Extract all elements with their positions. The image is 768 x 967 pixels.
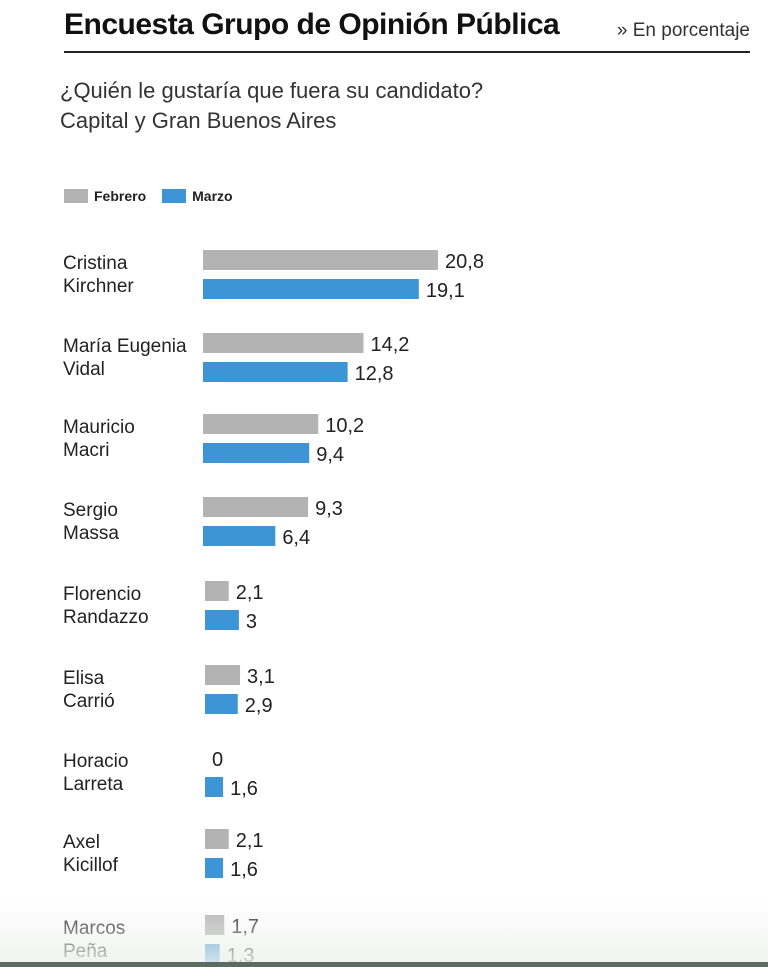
category-label-line: Mauricio [63, 417, 135, 438]
category-label-line: Marcos [63, 918, 125, 939]
value-label-marzo: 2,9 [245, 695, 273, 717]
category-label-line: Florencio [63, 584, 141, 605]
value-label-febrero: 1,7 [231, 916, 259, 938]
bar-febrero [205, 665, 241, 685]
value-label-febrero: 3,1 [247, 666, 275, 688]
value-label-febrero: 9,3 [315, 498, 343, 520]
chart-subtitle: ¿Quién le gustaría que fuera su candidat… [60, 76, 483, 136]
value-label-febrero: 14,2 [370, 334, 409, 356]
category-label-line: Horacio [63, 751, 128, 772]
value-label-marzo: 19,1 [426, 280, 465, 302]
legend-item-febrero: Febrero [64, 188, 146, 204]
subtitle-question: ¿Quién le gustaría que fuera su candidat… [60, 78, 484, 103]
bar-febrero [203, 250, 439, 270]
legend-label-febrero: Febrero [94, 188, 147, 204]
value-label-marzo: 3 [246, 611, 257, 633]
bar-febrero [205, 829, 229, 849]
bar-marzo [205, 610, 239, 630]
category-label-line: Macri [63, 440, 109, 461]
category-label-line: Sergio [63, 500, 118, 521]
value-label-febrero: 20,8 [445, 251, 484, 273]
bar-febrero [205, 915, 225, 935]
bar-marzo [205, 858, 224, 878]
legend: Febrero Marzo [64, 187, 249, 205]
legend-label-marzo: Marzo [192, 188, 233, 204]
value-label-febrero: 0 [212, 749, 223, 771]
bar-marzo [203, 279, 419, 299]
chart-title: Encuesta Grupo de Opinión Pública [64, 8, 560, 41]
unit-note: » En porcentaje [616, 20, 750, 41]
category-label-line: Randazzo [63, 607, 149, 628]
legend-swatch-febrero [64, 189, 88, 203]
bar-febrero [203, 497, 309, 517]
legend-item-marzo: Marzo [162, 188, 233, 204]
category-label-line: Peña [63, 941, 108, 962]
bar-marzo [205, 694, 238, 714]
value-label-marzo: 1,6 [230, 778, 258, 800]
value-label-febrero: 2,1 [236, 830, 264, 852]
value-label-febrero: 10,2 [325, 415, 364, 437]
category-label-line: Cristina [63, 253, 128, 274]
legend-swatch-marzo [162, 189, 187, 203]
category-label-line: Kicillof [63, 855, 119, 876]
value-label-febrero: 2,1 [236, 582, 264, 604]
bar-marzo [205, 944, 220, 964]
bar-febrero [205, 581, 229, 601]
value-label-marzo: 1,6 [230, 859, 258, 881]
bar-marzo [203, 362, 348, 382]
category-label-line: María Eugenia [63, 336, 187, 357]
category-label-line: Elisa [63, 668, 105, 689]
bar-marzo [203, 443, 310, 463]
bar-marzo [205, 777, 224, 797]
bar-febrero [203, 333, 364, 353]
category-label-line: Kirchner [63, 276, 134, 297]
subtitle-region: Capital y Gran Buenos Aires [60, 108, 337, 133]
value-label-marzo: 12,8 [355, 363, 394, 385]
bottom-edge [0, 962, 768, 967]
bar-febrero [203, 414, 319, 434]
category-label-line: Axel [63, 832, 100, 853]
chart-header: Encuesta Grupo de Opinión Pública » En p… [64, 4, 750, 53]
category-label-line: Massa [63, 523, 119, 544]
bar-marzo [203, 526, 276, 546]
category-label-line: Carrió [63, 691, 115, 712]
category-label-line: Larreta [63, 774, 124, 795]
value-label-marzo: 9,4 [316, 444, 344, 466]
category-label-line: Vidal [63, 359, 105, 380]
value-label-marzo: 6,4 [282, 527, 310, 549]
